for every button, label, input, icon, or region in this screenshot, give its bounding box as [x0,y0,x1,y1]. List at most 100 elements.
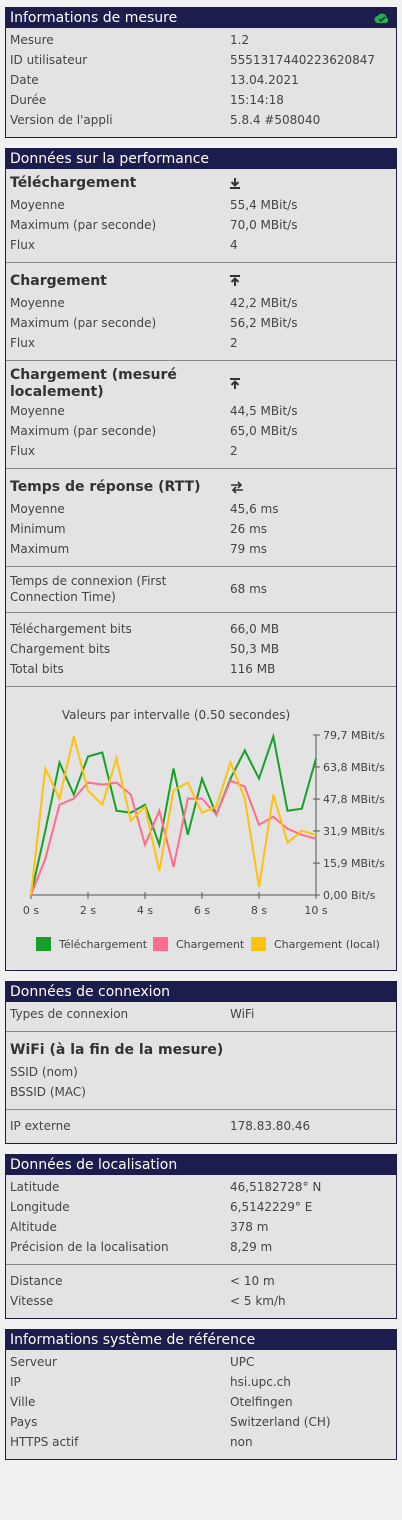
row-label: Flux [10,444,35,458]
info-row: Total bits 116 MB [6,659,396,679]
row-value: 50,3 MB [230,642,280,656]
section-header: Données de localisation [6,1155,396,1175]
y-tick-label: 31,9 MBit/s [323,825,385,838]
info-row: Types de connexion WiFi [6,1004,396,1024]
row-value: 5551317440223620847 [230,53,376,67]
row-label: Date [10,73,39,87]
info-row: Maximum (par seconde) 70,0 MBit/s [6,215,396,235]
row-value: 8,29 m [230,1240,273,1254]
row-value: 42,2 MBit/s [230,296,298,310]
row-label: Moyenne [10,404,65,418]
row-value: 378 m [230,1220,269,1234]
direction-icon [230,377,240,389]
info-row: Moyenne 45,6 ms [6,499,396,519]
group: Distance < 10 m Vitesse < 5 km/h [6,1264,396,1318]
row-label: ID utilisateur [10,53,88,67]
row-label: Moyenne [10,198,65,212]
row-value: 5.8.4 #508040 [230,113,321,127]
group-heading: Téléchargement [6,171,396,195]
info-row: Mesure 1.2 [6,30,396,50]
info-row: Moyenne 42,2 MBit/s [6,293,396,313]
group: Mesure 1.2 ID utilisateur 55513174402236208… [6,28,396,137]
info-row: Ville Otelfingen [6,1392,396,1412]
row-value: < 10 m [230,1274,275,1288]
info-row: Vitesse < 5 km/h [6,1291,396,1311]
row-value: 79 ms [230,542,268,556]
row-label: Pays [10,1415,38,1429]
x-tick-label: 4 s [137,904,153,917]
group: Types de connexion WiFi [6,1002,396,1031]
x-tick-label: 2 s [80,904,96,917]
y-tick-label: 63,8 MBit/s [323,761,385,774]
section-header: Données sur la performance [6,149,396,169]
group: Chargement (mesuré localement) Moyenne 44,… [6,360,396,468]
row-value: non [230,1435,253,1449]
row-label: Chargement bits [10,642,111,656]
x-tick-label: 0 s [23,904,39,917]
info-row: ID utilisateur 5551317440223620847 [6,50,396,70]
row-value: 116 MB [230,662,276,676]
row-label: Types de connexion [10,1007,129,1021]
section-panel: Données de connexion Types de connexion Wi… [5,981,397,1144]
section-header: Informations de mesure [6,8,396,28]
row-value: 70,0 MBit/s [230,218,298,232]
section-panel: Informations de mesure Mesure 1.2 ID utilis… [5,7,397,138]
legend-swatch [153,937,168,951]
info-row: Durée 15:14:18 [6,90,396,110]
row-value: 178.83.80.46 [230,1119,311,1133]
group-heading: WiFi (à la fin de la mesure) [6,1038,396,1062]
y-tick-label: 47,8 MBit/s [323,793,385,806]
info-row: HTTPS actif non [6,1432,396,1452]
section-header: Informations système de référence [6,1330,396,1350]
interval-chart: Valeurs par intervalle (0.50 secondes) 0,… [23,708,385,951]
row-label: Maximum [10,542,70,556]
info-row: Altitude 378 m [6,1217,396,1237]
row-label: Altitude [10,1220,57,1234]
row-label: Mesure [10,33,54,47]
row-label: SSID (nom) [10,1065,78,1079]
row-label: Total bits [10,662,64,676]
direction-icon [230,274,240,286]
row-label: Ville [10,1395,36,1409]
row-value: 68 ms [230,582,268,596]
row-value: 45,6 ms [230,502,279,516]
row-value: < 5 km/h [230,1294,286,1308]
section-panel: Informations système de référence Serveur… [5,1329,397,1460]
direction-icon [231,480,243,494]
group: Serveur UPC IP hsi.upc.ch Ville Otelfingen Pay… [6,1350,396,1459]
row-value: 66,0 MB [230,622,280,636]
info-row: Pays Switzerland (CH) [6,1412,396,1432]
row-value: Switzerland (CH) [230,1415,331,1429]
row-value: 26 ms [230,522,268,536]
chart-group: Valeurs par intervalle (0.50 secondes) 0,… [6,686,396,970]
info-row: Chargement bits 50,3 MB [6,639,396,659]
info-row: Maximum (par seconde) 56,2 MBit/s [6,313,396,333]
info-row: Flux 2 [6,333,396,353]
row-value: 15:14:18 [230,93,284,107]
row-value: 56,2 MBit/s [230,316,298,330]
row-label: Temps de connexion (First Connection Tim… [10,574,167,604]
row-label: HTTPS actif [10,1435,79,1449]
y-tick-label: 15,9 MBit/s [323,857,385,870]
row-label: Moyenne [10,502,65,516]
row-label: Version de l'appli [10,113,113,127]
cloud-icon [374,13,389,23]
info-row: Maximum (par seconde) 65,0 MBit/s [6,421,396,441]
row-value: UPC [230,1355,255,1369]
group: Chargement Moyenne 42,2 MBit/s Maximum (par… [6,262,396,360]
row-label: Flux [10,336,35,350]
group: Téléchargement bits 66,0 MB Chargement bit… [6,612,396,686]
row-value: 2 [230,336,238,350]
row-label: Serveur [10,1355,57,1369]
section-panel: Données sur la performance Téléchargement… [5,148,397,971]
row-value: 65,0 MBit/s [230,424,298,438]
info-row: Minimum 26 ms [6,519,396,539]
row-label: Vitesse [10,1294,54,1308]
info-row: Précision de la localisation 8,29 m [6,1237,396,1257]
row-label: Téléchargement bits [10,622,132,636]
row-label: Latitude [10,1180,60,1194]
info-row: Longitude 6,5142229° E [6,1197,396,1217]
legend-swatch [251,937,266,951]
info-row: Flux 2 [6,441,396,461]
screen: Informations de mesure Mesure 1.2 ID utilis… [5,7,397,1460]
